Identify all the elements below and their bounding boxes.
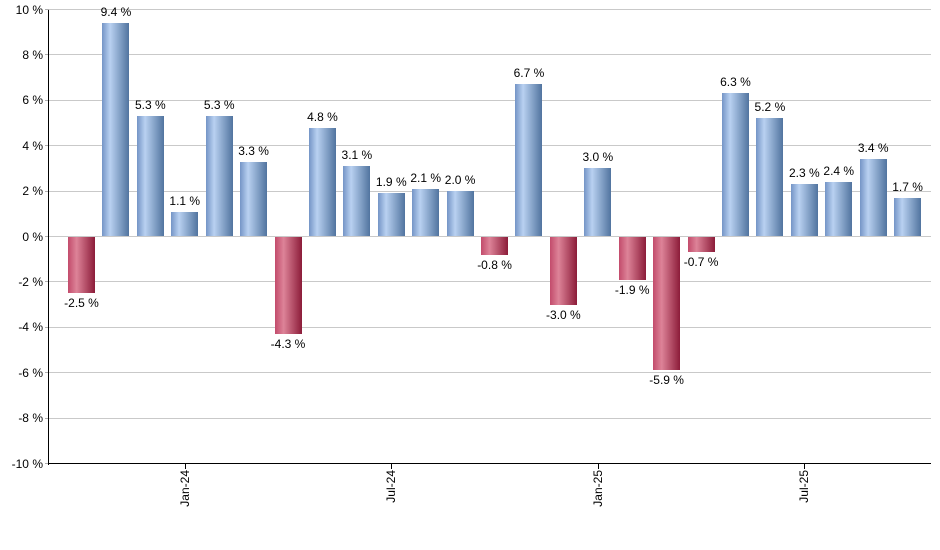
bar-value-label: -1.9 % [614, 282, 650, 297]
y-axis-label: 6 % [22, 93, 43, 108]
y-axis-label: -10 % [11, 456, 43, 471]
y-axis-label: -2 % [18, 274, 43, 289]
bar-positive [756, 118, 784, 237]
x-tick [184, 464, 186, 469]
bar-positive [825, 182, 853, 237]
gridline [49, 281, 931, 283]
bar-positive [721, 93, 749, 237]
x-axis-label: Jan-24 [177, 470, 192, 507]
bar-negative [481, 236, 509, 255]
bar-positive [308, 127, 336, 237]
bar-value-label: 5.3 % [203, 98, 235, 113]
y-axis-label: 10 % [15, 2, 43, 17]
bar-negative [687, 236, 715, 253]
y-tick [44, 236, 49, 237]
bar-positive [240, 161, 268, 237]
bar-value-label: 6.7 % [513, 66, 545, 81]
bar-positive [171, 211, 199, 237]
y-tick [44, 463, 49, 464]
x-axis-label: Jan-25 [590, 470, 605, 507]
y-tick [44, 281, 49, 283]
y-tick [44, 145, 49, 147]
bar-value-label: 3.0 % [582, 150, 614, 165]
bar-value-label: -5.9 % [649, 373, 684, 388]
bar-positive [205, 116, 233, 237]
bar-positive [584, 168, 612, 237]
bar-value-label: 3.4 % [857, 141, 889, 156]
y-tick [44, 9, 49, 10]
y-axis [48, 9, 49, 465]
bar-value-label: 1.7 % [892, 179, 923, 194]
bar-positive [515, 84, 543, 237]
bar-value-label: 9.4 % [100, 5, 132, 20]
bar-value-label: -2.5 % [64, 296, 99, 311]
y-axis-label: -6 % [18, 365, 43, 380]
bar-positive [102, 23, 130, 237]
bar-positive [790, 184, 818, 237]
bar-negative [653, 236, 681, 371]
y-tick [44, 190, 49, 192]
bar-value-label: 3.1 % [341, 148, 373, 163]
bar-positive [343, 166, 371, 237]
y-tick [44, 417, 49, 419]
y-axis-label: 8 % [22, 47, 43, 62]
gridline [49, 417, 931, 419]
bar-value-label: 2.0 % [444, 173, 476, 188]
bar-positive [446, 191, 474, 237]
gridline [49, 372, 931, 374]
gridline [49, 99, 931, 101]
bar-value-label: 4.8 % [307, 109, 338, 124]
x-tick [804, 464, 806, 469]
bar-value-label: 1.9 % [375, 175, 407, 190]
bar-value-label: 6.3 % [720, 75, 751, 90]
bar-negative [618, 236, 646, 280]
y-tick [44, 99, 49, 101]
y-axis-label: 0 % [22, 229, 43, 244]
gridline [49, 190, 931, 192]
x-axis-label: Jul-25 [797, 470, 812, 503]
y-axis-label: 2 % [22, 184, 43, 199]
bar-positive [894, 197, 922, 237]
bar-value-label: -0.7 % [683, 255, 719, 270]
bar-negative [274, 236, 302, 335]
bar-value-label: 2.1 % [410, 170, 442, 185]
y-tick [44, 54, 49, 56]
y-axis-label: -8 % [18, 411, 43, 426]
bar-positive [136, 116, 164, 237]
bar-value-label: -0.8 % [477, 257, 512, 272]
gridline [49, 54, 931, 56]
y-tick [44, 326, 49, 328]
bar-value-label: 1.1 % [169, 193, 201, 208]
bar-positive [377, 193, 405, 237]
gridline [49, 326, 931, 328]
bar-value-label: -3.0 % [546, 307, 581, 322]
x-tick [597, 464, 599, 469]
gridline [49, 9, 931, 10]
bar-positive [412, 188, 440, 237]
bar-value-label: 5.2 % [754, 100, 786, 115]
bar-positive [859, 159, 887, 237]
x-axis [48, 463, 931, 464]
bar-value-label: 2.3 % [788, 166, 820, 181]
x-axis-label: Jul-24 [384, 470, 399, 503]
bar-value-label: -4.3 % [270, 337, 306, 352]
bar-value-label: 2.4 % [823, 164, 855, 179]
x-tick [391, 464, 393, 469]
bar-value-label: 3.3 % [238, 143, 269, 158]
bar-negative [68, 236, 95, 294]
gridline [49, 145, 931, 147]
bar-value-label: 5.3 % [134, 98, 166, 113]
bar-negative [549, 236, 577, 305]
y-axis-label: 4 % [22, 138, 43, 153]
y-tick [44, 372, 49, 374]
y-axis-label: -4 % [18, 320, 43, 335]
